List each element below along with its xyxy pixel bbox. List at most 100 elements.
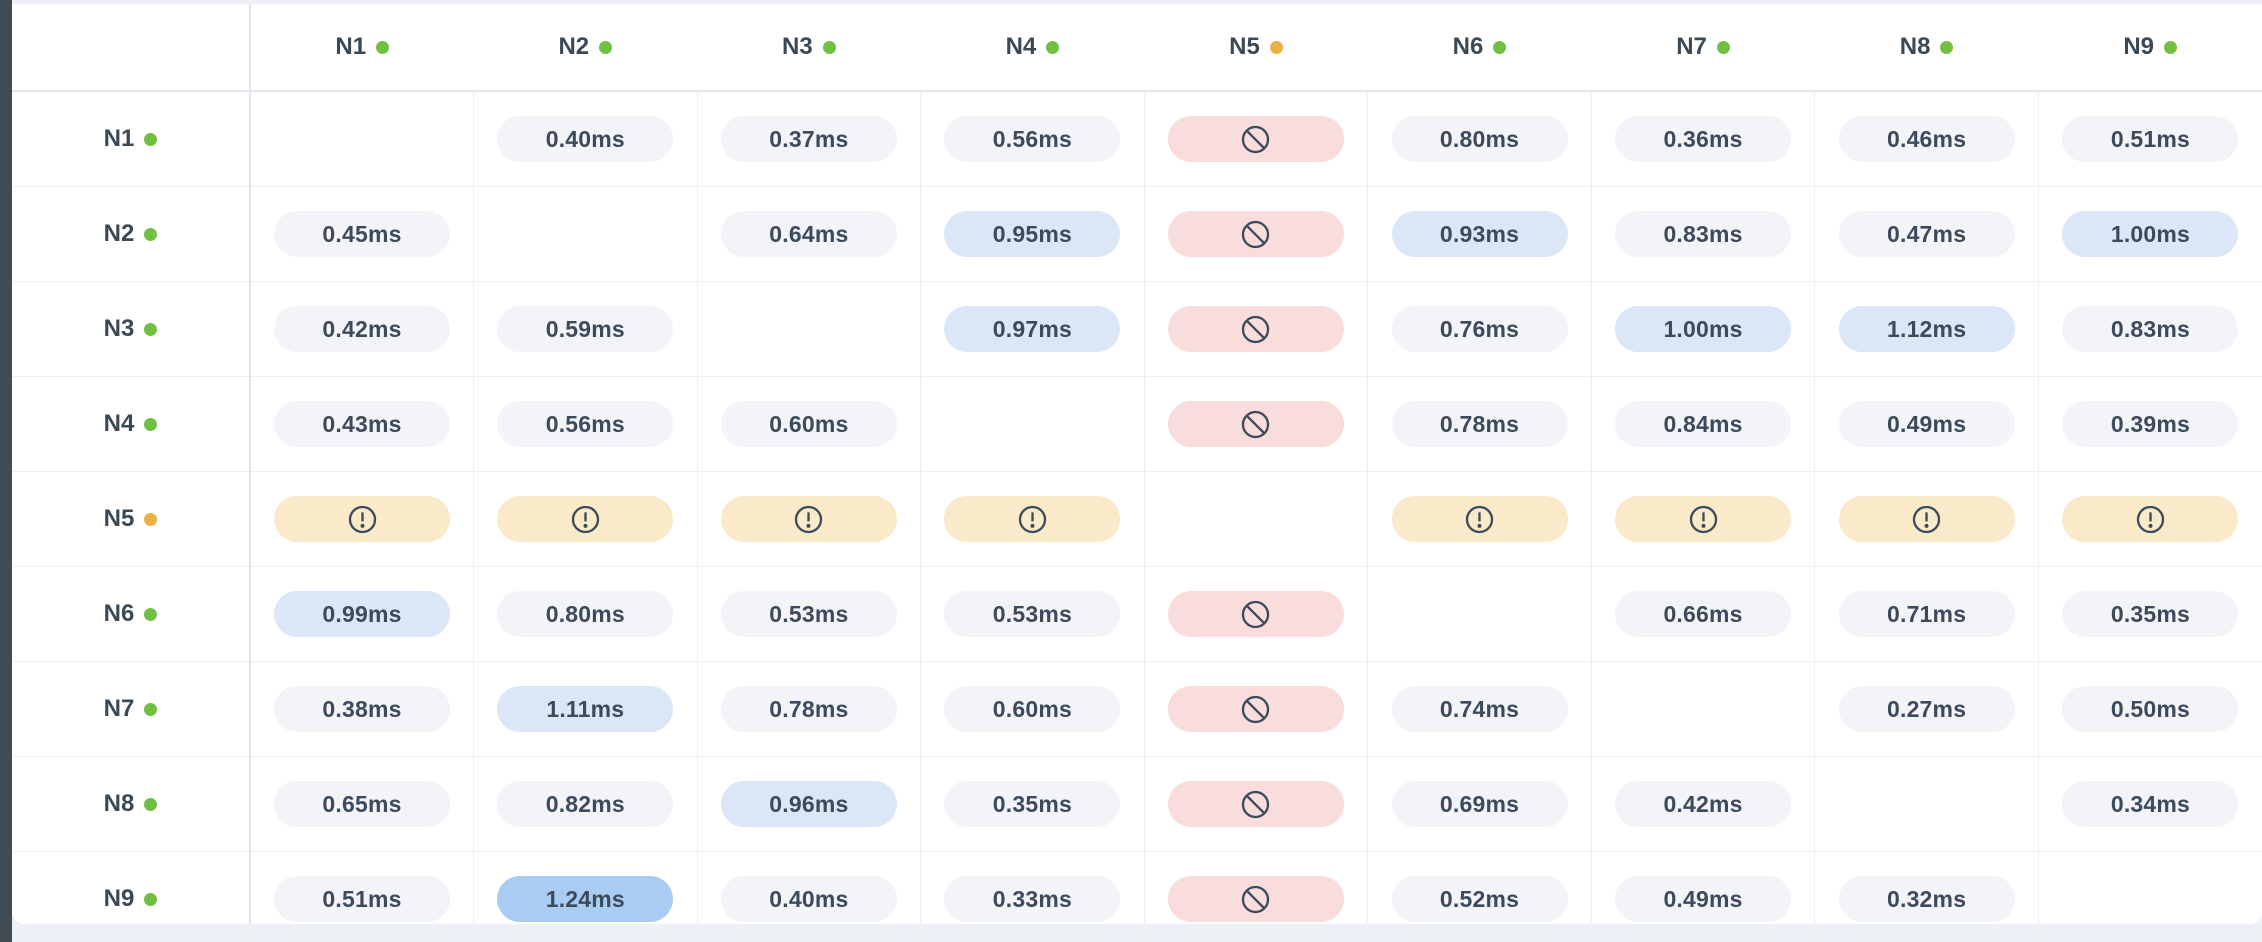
latency-pill[interactable]: 0.40ms xyxy=(497,116,674,162)
latency-pill[interactable]: 0.34ms xyxy=(2062,781,2239,827)
latency-pill[interactable]: 1.12ms xyxy=(1838,306,2015,352)
latency-pill[interactable]: 0.42ms xyxy=(274,306,451,352)
node-label-N8: N8 xyxy=(1900,33,1954,61)
warning-pill[interactable] xyxy=(497,496,674,542)
latency-pill[interactable]: 1.11ms xyxy=(497,686,674,732)
warning-pill[interactable] xyxy=(1391,496,1568,542)
node-label-N8: N8 xyxy=(104,790,158,818)
latency-pill[interactable]: 0.82ms xyxy=(497,781,674,827)
latency-pill[interactable]: 0.83ms xyxy=(1615,211,1792,257)
node-id-text: N9 xyxy=(103,885,135,912)
cell-N1-to-N2: 0.40ms xyxy=(473,91,698,187)
latency-pill[interactable]: 0.59ms xyxy=(497,306,674,352)
cell-N1-to-N3: 0.37ms xyxy=(696,91,921,187)
node-label-N6: N6 xyxy=(1453,33,1507,61)
cell-N5-to-N3 xyxy=(696,471,921,567)
latency-pill[interactable]: 0.78ms xyxy=(720,686,897,732)
blocked-pill[interactable] xyxy=(1167,876,1344,922)
cell-N2-to-N9: 1.00ms xyxy=(2037,186,2262,282)
latency-pill[interactable]: 0.35ms xyxy=(944,781,1121,827)
latency-pill[interactable]: 0.43ms xyxy=(274,401,451,447)
latency-pill[interactable]: 0.71ms xyxy=(1838,591,2015,637)
latency-pill[interactable]: 1.00ms xyxy=(1615,306,1792,352)
cell-N2-to-N2 xyxy=(473,186,698,282)
latency-pill[interactable]: 0.47ms xyxy=(1838,211,2015,257)
latency-pill[interactable]: 0.53ms xyxy=(944,591,1121,637)
latency-pill[interactable]: 0.36ms xyxy=(1615,116,1792,162)
latency-pill[interactable]: 0.50ms xyxy=(2062,686,2239,732)
latency-pill[interactable]: 0.38ms xyxy=(274,686,451,732)
warning-pill[interactable] xyxy=(944,496,1121,542)
latency-pill[interactable]: 0.80ms xyxy=(497,591,674,637)
latency-pill[interactable]: 0.46ms xyxy=(1838,116,2015,162)
warning-pill[interactable] xyxy=(2062,496,2239,542)
cell-N9-to-N2: 1.24ms xyxy=(473,851,698,924)
row-header-N3: N3 xyxy=(12,281,251,377)
warning-pill[interactable] xyxy=(1615,496,1792,542)
latency-pill[interactable]: 0.51ms xyxy=(2062,116,2239,162)
latency-pill[interactable]: 0.97ms xyxy=(944,306,1121,352)
latency-pill[interactable]: 0.51ms xyxy=(274,876,451,922)
node-label-N5: N5 xyxy=(104,505,158,533)
latency-pill[interactable]: 1.24ms xyxy=(497,876,674,922)
cell-N2-to-N4: 0.95ms xyxy=(920,186,1145,282)
cell-N3-to-N4: 0.97ms xyxy=(920,281,1145,377)
latency-pill[interactable]: 0.76ms xyxy=(1391,306,1568,352)
node-id-text: N8 xyxy=(1899,33,1931,60)
latency-pill[interactable]: 0.52ms xyxy=(1391,876,1568,922)
node-label-N5: N5 xyxy=(1229,33,1283,61)
warning-pill[interactable] xyxy=(274,496,451,542)
warning-pill[interactable] xyxy=(720,496,897,542)
latency-pill[interactable]: 0.60ms xyxy=(720,401,897,447)
latency-pill[interactable]: 0.56ms xyxy=(944,116,1121,162)
latency-pill[interactable]: 0.96ms xyxy=(720,781,897,827)
cell-N1-to-N9: 0.51ms xyxy=(2037,91,2262,187)
latency-pill[interactable]: 0.65ms xyxy=(274,781,451,827)
latency-pill[interactable]: 0.42ms xyxy=(1615,781,1792,827)
latency-pill[interactable]: 0.78ms xyxy=(1391,401,1568,447)
latency-pill[interactable]: 0.40ms xyxy=(720,876,897,922)
latency-pill[interactable]: 0.39ms xyxy=(2062,401,2239,447)
cell-N5-to-N2 xyxy=(473,471,698,567)
latency-pill[interactable]: 0.49ms xyxy=(1838,401,2015,447)
row-header-N6: N6 xyxy=(12,566,251,662)
cell-N8-to-N8 xyxy=(1814,756,2039,852)
cell-N3-to-N8: 1.12ms xyxy=(1814,281,2039,377)
latency-pill[interactable]: 0.80ms xyxy=(1391,116,1568,162)
latency-pill[interactable]: 0.64ms xyxy=(720,211,897,257)
cell-N1-to-N8: 0.46ms xyxy=(1814,91,2039,187)
blocked-pill[interactable] xyxy=(1167,211,1344,257)
latency-pill[interactable]: 0.83ms xyxy=(2062,306,2239,352)
latency-pill[interactable]: 0.53ms xyxy=(720,591,897,637)
latency-pill[interactable]: 0.27ms xyxy=(1838,686,2015,732)
cell-N3-to-N2: 0.59ms xyxy=(473,281,698,377)
latency-pill[interactable]: 0.74ms xyxy=(1391,686,1568,732)
latency-pill[interactable]: 0.37ms xyxy=(720,116,897,162)
blocked-pill[interactable] xyxy=(1167,591,1344,637)
latency-pill[interactable]: 0.32ms xyxy=(1838,876,2015,922)
latency-pill[interactable]: 0.99ms xyxy=(274,591,451,637)
blocked-pill[interactable] xyxy=(1167,686,1344,732)
blocked-pill[interactable] xyxy=(1167,116,1344,162)
cell-N7-to-N6: 0.74ms xyxy=(1367,661,1592,757)
latency-pill[interactable]: 0.56ms xyxy=(497,401,674,447)
latency-pill[interactable]: 0.69ms xyxy=(1391,781,1568,827)
latency-pill[interactable]: 0.45ms xyxy=(274,211,451,257)
latency-pill[interactable]: 0.93ms xyxy=(1391,211,1568,257)
cell-N8-to-N6: 0.69ms xyxy=(1367,756,1592,852)
blocked-pill[interactable] xyxy=(1167,306,1344,352)
latency-pill[interactable]: 0.49ms xyxy=(1615,876,1792,922)
latency-pill[interactable]: 0.84ms xyxy=(1615,401,1792,447)
node-status-dot-warning xyxy=(144,512,158,526)
latency-pill[interactable]: 0.66ms xyxy=(1615,591,1792,637)
warning-pill[interactable] xyxy=(1838,496,2015,542)
latency-pill[interactable]: 0.60ms xyxy=(944,686,1121,732)
blocked-pill[interactable] xyxy=(1167,781,1344,827)
column-header-N5: N5 xyxy=(1144,4,1368,92)
latency-pill[interactable]: 0.33ms xyxy=(944,876,1121,922)
latency-pill[interactable]: 1.00ms xyxy=(2062,211,2239,257)
row-header-N4: N4 xyxy=(12,376,251,472)
latency-pill[interactable]: 0.95ms xyxy=(944,211,1121,257)
blocked-pill[interactable] xyxy=(1167,401,1344,447)
latency-pill[interactable]: 0.35ms xyxy=(2062,591,2239,637)
